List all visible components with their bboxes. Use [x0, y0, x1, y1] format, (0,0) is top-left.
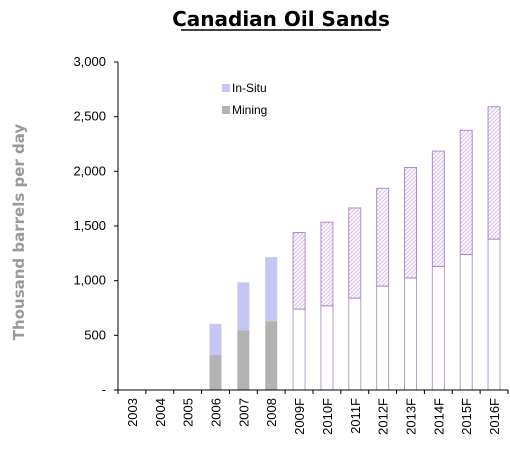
- bar-mining-2007: [237, 330, 250, 390]
- bar-mining-2011f: [348, 297, 362, 391]
- bar-in-situ-2007: [237, 282, 250, 331]
- x-tick-label: 2004: [153, 398, 168, 427]
- legend-label-in-situ: In-Situ: [232, 81, 267, 95]
- y-tick-label: 3,000: [73, 54, 106, 69]
- bar-mining-2012f: [376, 285, 390, 391]
- bar-in-situ-2006: [209, 323, 222, 356]
- bar-in-situ-2010f: [320, 221, 334, 307]
- bar-mining-2010f: [320, 305, 334, 391]
- x-tick-label: 2012F: [376, 398, 391, 435]
- x-tick-label: 2011F: [348, 398, 363, 434]
- bar-in-situ-2015f: [459, 129, 473, 255]
- x-tick-label: 2008: [264, 398, 279, 427]
- x-tick-label: 2009F: [292, 398, 307, 435]
- x-tick-label: 2003: [125, 398, 140, 427]
- bar-in-situ-2008: [265, 257, 278, 322]
- legend-swatch-in-situ: [222, 84, 230, 92]
- bar-in-situ-2012f: [376, 187, 390, 287]
- bar-mining-2014f: [431, 265, 445, 391]
- x-tick-label: 2015F: [459, 398, 474, 435]
- legend-label-mining: Mining: [232, 103, 267, 117]
- x-tick-label: 2014F: [431, 398, 446, 435]
- bar-mining-2009f: [292, 308, 306, 391]
- x-tick-label: 2006: [209, 398, 224, 427]
- bar-mining-2015f: [459, 253, 473, 391]
- y-axis: - 500 1,000 1,500 2,000 2,500 3,000: [73, 54, 119, 397]
- bar-in-situ-2014f: [431, 150, 445, 267]
- y-tick-label: -: [102, 382, 106, 397]
- y-tick-label: 2,000: [73, 163, 106, 178]
- x-tick-label: 2010F: [320, 398, 335, 435]
- bar-mining-2006: [209, 355, 222, 390]
- bar-in-situ-2009f: [292, 232, 306, 310]
- x-tick-label: 2016F: [487, 398, 502, 435]
- legend-swatch-mining: [222, 106, 230, 114]
- x-axis: 2003 2004 2005 2006 2007 2008 2009F 2010F 2011F 2…: [117, 389, 509, 435]
- bar-in-situ-2013f: [404, 167, 417, 279]
- bar-in-situ-2016f: [487, 106, 501, 240]
- bar-mining-2013f: [404, 277, 417, 391]
- bar-mining-2008: [265, 321, 278, 390]
- x-tick-label: 2007: [236, 398, 251, 427]
- bar-in-situ-2011f: [348, 207, 362, 299]
- bar-mining-2016f: [487, 238, 501, 391]
- chart-title: Canadian Oil Sands: [172, 7, 390, 31]
- y-tick-label: 2,500: [73, 109, 106, 124]
- y-tick-label: 500: [84, 327, 106, 342]
- x-tick-label: 2005: [181, 398, 196, 427]
- bars: [209, 106, 501, 391]
- y-tick-label: 1,500: [73, 218, 106, 233]
- legend: In-Situ Mining: [222, 81, 267, 117]
- x-tick-label: 2013F: [404, 398, 419, 435]
- y-tick-label: 1,000: [73, 273, 106, 288]
- y-axis-label: Thousand barrels per day: [10, 124, 28, 341]
